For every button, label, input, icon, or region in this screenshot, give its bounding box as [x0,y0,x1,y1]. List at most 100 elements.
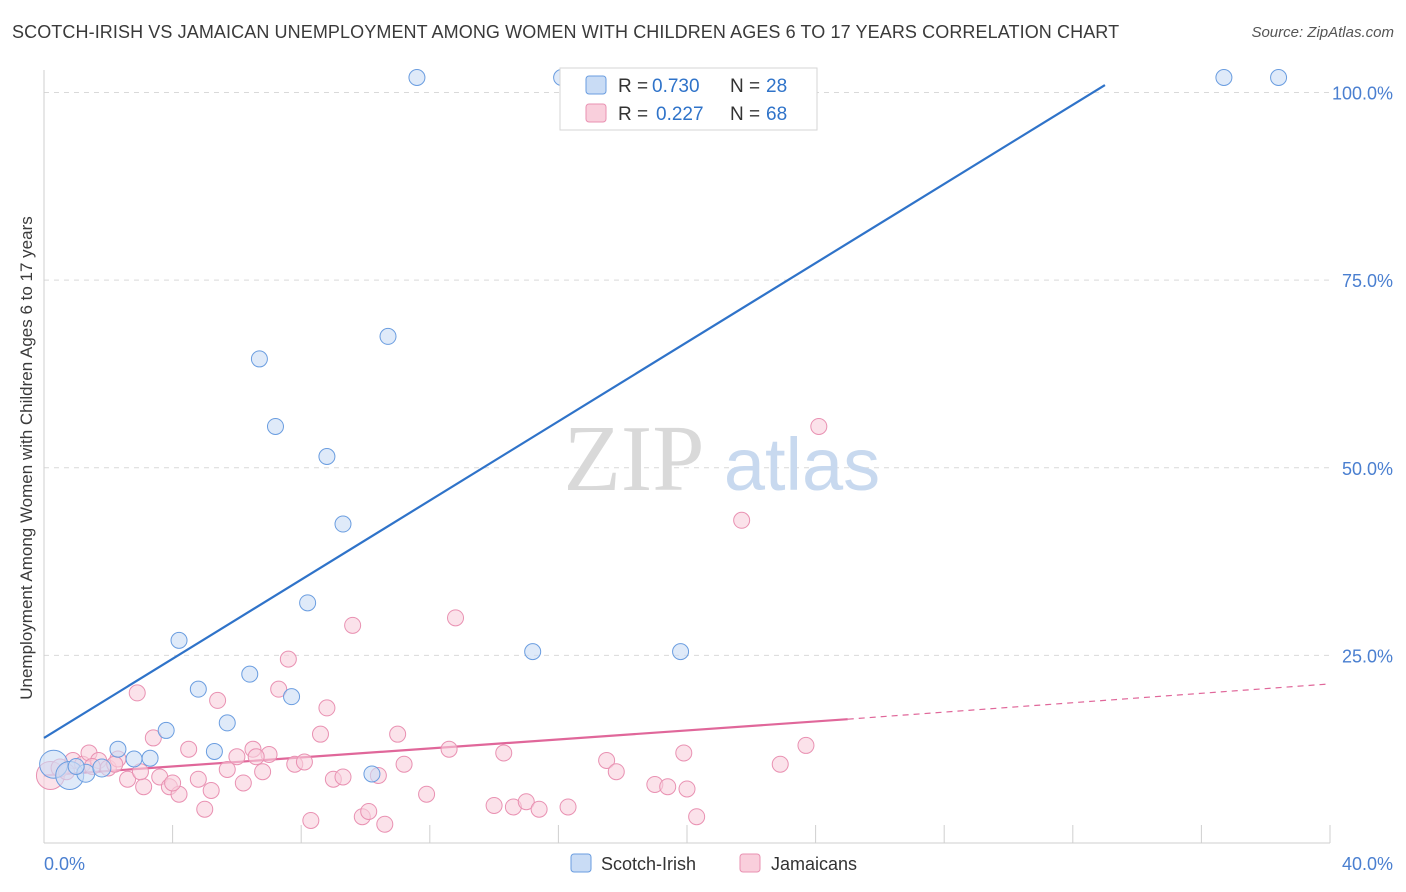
scotch-irish-point-21 [408,69,426,87]
jamaican-point-67 [247,748,265,766]
jamaican-point-51 [598,751,616,769]
y-tick-label-0: 25.0% [1342,646,1393,666]
y-tick-label-2: 75.0% [1342,271,1393,291]
scotch-irish-point-15 [283,688,301,706]
scotch-irish-point-6 [141,749,159,767]
jamaican-point-8 [119,770,137,788]
scotch-irish-trend-line [43,84,1106,739]
jamaican-point-49 [530,800,548,818]
y-tick-labels: 25.0% 50.0% 75.0% 100.0% [1332,84,1393,667]
scotch-irish-point-10 [205,742,223,760]
scotch-irish-point-5 [125,750,143,768]
jamaican-point-66 [164,774,182,792]
jamaican-point-42 [418,785,436,803]
jamaican-point-29 [295,753,313,771]
legend-box: R = 0.730 N = 28 R = 0.227 N = 68 [559,67,818,131]
jamaican-point-48 [517,793,535,811]
legend-r-value-1: 0.730 [652,76,700,97]
legend-n-label-2: N = [730,104,760,125]
scotch-irish-point-18 [334,515,352,533]
jamaican-point-17 [196,800,214,818]
jamaican-point-52 [607,763,625,781]
jamaican-point-54 [659,778,677,796]
jamaican-point-31 [311,725,329,743]
y-tick-label-1: 50.0% [1342,459,1393,479]
scotch-irish-point-7 [157,721,175,739]
scotch-irish-point-4 [109,740,127,758]
legend-n-value-1: 28 [766,76,787,97]
jamaican-point-57 [688,808,706,826]
y-axis-label: Unemployment Among Women with Children A… [17,216,36,700]
jamaican-point-37 [360,802,378,820]
legend-swatch-pink [585,103,607,123]
bottom-legend: Scotch-Irish Jamaicans [570,853,857,874]
scotch-irish-point-8 [170,631,188,649]
jamaican-point-11 [144,729,162,747]
watermark-atlas: atlas [724,423,880,506]
jamaican-point-21 [228,748,246,766]
bottom-legend-swatch-pink [739,853,761,873]
x-tick-label-min: 0.0% [44,854,85,874]
jamaican-point-60 [797,736,815,754]
scotch-irish-point-16 [299,594,317,612]
jamaican-point-22 [234,774,252,792]
scotch-irish-point-20 [379,327,397,345]
legend-n-label-1: N = [730,76,760,97]
legend-r-value-2: 0.227 [656,104,704,125]
axes [43,70,1331,844]
watermark-zip: ZIP [564,407,705,511]
gridlines [44,92,1330,656]
jamaican-point-32 [318,699,336,717]
scotch-irish-point-11 [218,714,236,732]
scotch-irish-point-27 [67,757,85,775]
scotch-irish-point-14 [266,417,284,435]
scotch-irish-point-3 [92,758,112,778]
jamaican-point-34 [334,768,352,786]
jamaican-point-55 [675,744,693,762]
jamaican-point-43 [440,740,458,758]
jamaican-point-26 [270,680,288,698]
x-tick-label-max: 40.0% [1342,854,1393,874]
jamaican-point-58 [733,511,751,529]
jamaican-point-9 [128,684,146,702]
scotch-irish-point-9 [189,680,207,698]
jamaican-point-24 [254,763,272,781]
jamaican-point-56 [678,780,696,798]
jamaican-point-44 [447,609,465,627]
jamaican-point-46 [495,744,513,762]
bottom-legend-swatch-blue [570,853,592,873]
y-tick-label-3: 100.0% [1332,84,1393,104]
watermark: ZIP atlas [564,407,881,511]
jamaican-point-20 [218,760,236,778]
x-tick-labels: 0.0% 40.0% [44,854,1393,874]
jamaican-point-10 [135,778,153,796]
jamaican-point-16 [189,770,207,788]
jamaican-point-30 [302,811,320,829]
jamaican-point-27 [279,650,297,668]
source-credit: Source: ZipAtlas.com [1251,24,1394,41]
scotch-irish-point-12 [241,665,259,683]
scotch-irish-point-26 [1270,69,1288,87]
scotch-irish-point-25 [1215,69,1233,87]
jamaican-trend-extension [847,683,1331,720]
jamaican-point-35 [344,616,362,634]
jamaican-point-40 [389,725,407,743]
chart-title: SCOTCH-IRISH VS JAMAICAN UNEMPLOYMENT AM… [12,22,1120,42]
jamaican-point-19 [209,691,227,709]
legend-swatch-blue [585,75,607,95]
legend-n-value-2: 68 [766,104,787,125]
jamaican-point-50 [559,798,577,816]
scotch-irish-point-22 [524,643,542,661]
jamaican-point-61 [810,417,828,435]
jamaican-point-59 [771,755,789,773]
scotch-irish-point-24 [672,643,690,661]
bottom-legend-jamaicans: Jamaicans [771,854,857,874]
data-points [35,69,1288,833]
scotch-irish-point-19 [363,765,381,783]
legend-r-label-1: R = [618,76,648,97]
legend-r-label-2: R = [618,104,648,125]
jamaican-point-39 [376,815,394,833]
scotch-irish-point-17 [318,448,336,465]
bottom-legend-scotch-irish: Scotch-Irish [601,854,696,874]
jamaican-point-18 [202,781,220,799]
